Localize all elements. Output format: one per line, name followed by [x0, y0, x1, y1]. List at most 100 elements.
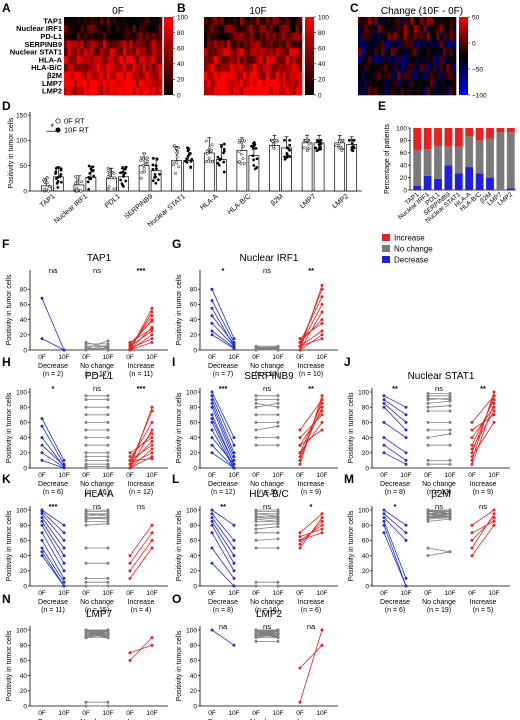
- data-point: [232, 466, 236, 470]
- data-point: [404, 531, 408, 535]
- heatmap-cell: [77, 71, 81, 80]
- paired-line: [383, 521, 407, 579]
- heatmap-cell: [279, 24, 283, 33]
- data-point: [382, 519, 386, 523]
- colorbar-tick: −50: [472, 66, 483, 73]
- data-point: [232, 458, 236, 462]
- heatmap-cell: [410, 63, 414, 72]
- x-label: 10F: [58, 472, 69, 479]
- heatmap-cell: [145, 79, 150, 88]
- data-point: [210, 531, 214, 535]
- paired-line: [129, 644, 153, 654]
- heatmap-cell: [275, 17, 280, 26]
- sig-annotation: ns: [93, 384, 101, 393]
- tick-label: 60: [190, 538, 198, 545]
- heatmap-cell: [423, 40, 427, 49]
- heatmap-cell: [393, 17, 398, 26]
- group-name: No change: [250, 599, 284, 606]
- heatmap-cell: [390, 17, 395, 26]
- heatmap-cell: [420, 63, 424, 72]
- heatmap-cell: [113, 71, 117, 80]
- heatmap-cell: [371, 87, 375, 96]
- heatmap-cell: [67, 87, 71, 96]
- heatmap-cell: [139, 17, 143, 26]
- heatmap-cell: [449, 87, 454, 96]
- data-point: [174, 171, 177, 175]
- data-point: [298, 542, 302, 546]
- data-point: [48, 185, 52, 189]
- heatmap-cell: [152, 17, 156, 26]
- heatmap-cell: [148, 40, 153, 49]
- data-point: [232, 584, 236, 588]
- paired-line: [85, 340, 109, 349]
- data-point: [121, 184, 125, 188]
- heatmap-cell: [364, 87, 369, 96]
- data-point: [232, 455, 236, 459]
- data-point: [58, 175, 62, 179]
- group-name: Decrease: [380, 599, 410, 606]
- data-point: [42, 178, 46, 182]
- heatmap-cell: [204, 87, 208, 96]
- data-point: [341, 138, 345, 142]
- heatmap-cell: [292, 56, 296, 65]
- heatmap-cell: [145, 24, 150, 33]
- stacked-bar-segment: [475, 128, 484, 141]
- data-point: [106, 546, 110, 550]
- paired-line: [41, 425, 65, 465]
- heatmap-row-label: β2M: [47, 71, 62, 80]
- x-label: 0F: [38, 472, 46, 479]
- data-point: [144, 157, 148, 160]
- paired-line: [427, 509, 451, 515]
- paired-line: [255, 631, 279, 638]
- data-point: [320, 302, 324, 306]
- category-label: β2M: [270, 193, 285, 207]
- paired-line: [471, 524, 495, 556]
- data-point: [276, 348, 280, 352]
- heatmap-cell: [358, 32, 362, 41]
- heatmap-cell: [380, 63, 385, 72]
- heatmap-cell: [377, 48, 382, 57]
- heatmap-cell: [387, 40, 391, 49]
- heatmap-cell: [210, 40, 215, 49]
- heatmap-cell: [67, 63, 71, 72]
- data-point: [87, 164, 91, 168]
- data-point: [112, 187, 116, 191]
- heatmap-cell: [266, 32, 270, 41]
- category-label: PDL1: [104, 193, 122, 210]
- data-point: [150, 436, 154, 440]
- heatmap-cell: [155, 48, 160, 57]
- heatmap-cell: [288, 63, 293, 72]
- tick-label: 80: [20, 523, 28, 530]
- x-label: 10F: [400, 472, 411, 479]
- data-point: [448, 443, 452, 447]
- heatmap-cell: [295, 56, 300, 65]
- heatmap-b-title: 10F: [249, 6, 266, 17]
- stacked-bar-segment: [413, 128, 422, 151]
- data-point: [84, 420, 88, 424]
- heatmap-cell: [96, 63, 101, 72]
- data-point: [119, 178, 123, 182]
- heatmap-cell: [249, 87, 254, 96]
- heatmap-cell: [122, 79, 127, 88]
- data-point: [210, 405, 214, 409]
- heatmap-cell: [64, 24, 68, 33]
- heatmap-cell: [80, 71, 84, 80]
- heatmap-cell: [106, 48, 111, 57]
- heatmap-cell: [256, 48, 260, 57]
- data-point: [210, 413, 214, 417]
- data-point: [40, 512, 44, 516]
- data-point: [40, 550, 44, 554]
- heatmap-cell: [413, 56, 418, 65]
- heatmap-cell: [67, 32, 71, 41]
- heatmap-cell: [442, 56, 447, 65]
- data-point: [84, 394, 88, 398]
- heatmap-cell: [99, 63, 104, 72]
- x-label: 0F: [252, 472, 260, 479]
- tick-label: 60: [362, 538, 370, 545]
- heatmap-cell: [158, 17, 163, 26]
- colorbar-tick: 60: [318, 46, 326, 53]
- heatmap-cell: [275, 48, 280, 57]
- data-point: [40, 337, 44, 341]
- group-n: (n = 13): [255, 371, 279, 378]
